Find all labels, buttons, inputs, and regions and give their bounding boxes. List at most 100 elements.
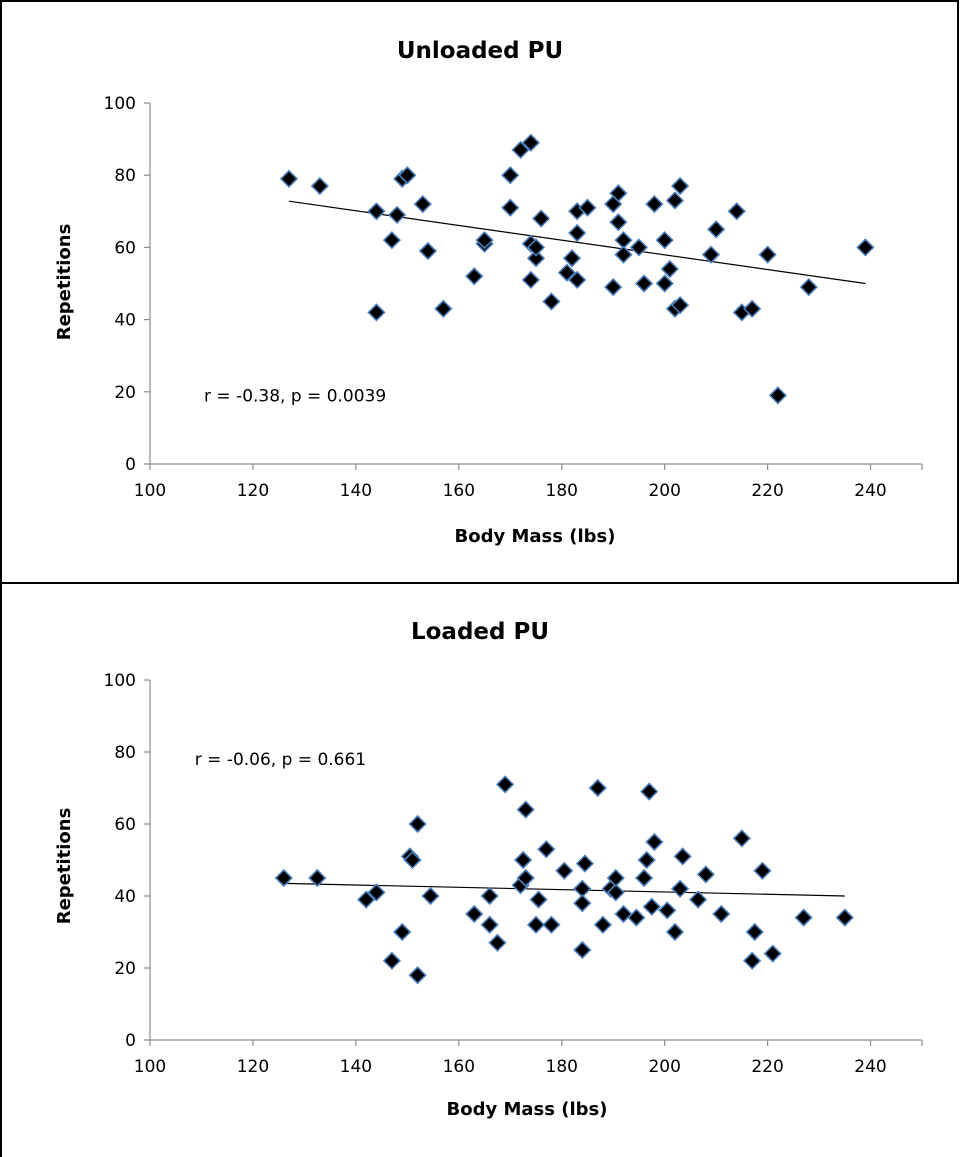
data-point — [557, 263, 577, 282]
x-axis-title: Body Mass (lbs) — [455, 526, 616, 547]
data-point — [670, 176, 690, 196]
data-point — [521, 133, 540, 152]
data-point — [593, 915, 613, 934]
x-tick-label: 120 — [237, 1057, 269, 1077]
data-point — [526, 915, 546, 934]
x-tick-label: 160 — [443, 1057, 475, 1077]
data-point — [670, 296, 690, 315]
data-point — [537, 840, 556, 859]
data-point — [357, 890, 376, 909]
data-point — [701, 245, 721, 264]
data-point — [799, 277, 818, 297]
data-point — [658, 901, 677, 920]
data-point — [526, 238, 546, 257]
data-point — [279, 169, 299, 188]
data-point — [835, 908, 854, 927]
data-point — [634, 274, 654, 293]
data-point — [573, 940, 592, 960]
data-point — [398, 166, 417, 185]
data-point — [308, 868, 327, 888]
data-point — [712, 904, 731, 924]
x-tick-label: 140 — [340, 1057, 372, 1077]
data-point — [640, 782, 659, 801]
y-tick-label: 100 — [104, 671, 136, 691]
data-point — [529, 890, 548, 909]
data-point — [495, 775, 515, 794]
x-tick-label: 200 — [648, 481, 680, 501]
data-point — [575, 854, 595, 873]
data-point — [673, 847, 692, 866]
data-point — [627, 908, 646, 927]
x-tick-label: 240 — [854, 481, 886, 501]
data-point — [606, 868, 625, 888]
data-point — [367, 202, 386, 221]
data-point — [645, 832, 664, 852]
x-tick-label: 180 — [546, 1057, 578, 1077]
data-point — [655, 231, 674, 250]
data-point — [604, 277, 623, 297]
data-point — [516, 800, 535, 819]
y-tick-label: 60 — [114, 815, 136, 835]
data-point — [382, 951, 402, 970]
y-axis-title: Repetitions — [54, 808, 75, 925]
x-tick-label: 180 — [546, 481, 578, 501]
y-tick-label: 0 — [125, 1031, 136, 1051]
data-point — [758, 245, 777, 264]
x-tick-label: 120 — [237, 481, 269, 501]
x-tick-label: 140 — [340, 481, 372, 501]
x-axis-title: Body Mass (lbs) — [447, 1099, 608, 1120]
y-tick-label: 40 — [114, 887, 136, 907]
data-point — [501, 198, 520, 217]
chart-title: Unloaded PU — [397, 38, 563, 64]
data-point — [511, 140, 530, 160]
y-tick-label: 40 — [114, 311, 136, 331]
data-point — [562, 249, 582, 268]
data-point — [382, 231, 402, 250]
y-tick-label: 80 — [114, 166, 136, 186]
data-point — [606, 883, 625, 902]
data-point — [480, 915, 499, 934]
x-tick-label: 100 — [134, 1057, 166, 1077]
data-point — [393, 922, 412, 942]
data-point — [794, 908, 813, 927]
data-point — [480, 886, 499, 906]
trend-line — [288, 200, 866, 285]
data-point — [743, 299, 762, 318]
data-point — [609, 212, 628, 232]
data-point — [743, 951, 762, 970]
data-point — [568, 223, 587, 243]
y-tick-label: 60 — [114, 238, 136, 258]
data-point — [367, 303, 386, 322]
data-point — [501, 166, 520, 185]
data-point — [588, 778, 607, 798]
loaded-chart-panel: 0 20 40 60 80 100 100 120 140 160 180 200 220 240 Loa… — [0, 582, 959, 1157]
data-point — [542, 292, 561, 311]
data-point — [856, 238, 875, 257]
data-point — [387, 205, 407, 225]
data-point — [727, 202, 746, 221]
correlation-annotation: r = -0.38, p = 0.0039 — [204, 386, 386, 406]
data-point — [568, 270, 587, 290]
data-point — [465, 267, 484, 286]
data-point — [475, 231, 494, 250]
x-tick-label: 200 — [648, 1057, 680, 1077]
data-point — [514, 850, 533, 870]
data-point — [634, 868, 654, 888]
data-point — [521, 270, 540, 290]
data-point — [578, 198, 597, 217]
data-point — [665, 191, 685, 210]
x-tick-label: 160 — [443, 481, 475, 501]
data-point — [310, 176, 329, 196]
data-point — [629, 238, 649, 257]
data-point — [745, 922, 764, 942]
data-point — [526, 249, 546, 268]
unloaded-scatter-chart: 0 20 40 60 80 100 100 120 140 160 180 200 220 240 Unl… — [54, 38, 923, 547]
data-point — [573, 894, 592, 913]
data-point — [421, 886, 440, 906]
data-point — [367, 883, 386, 902]
data-point — [768, 386, 788, 405]
data-point — [465, 904, 484, 924]
data-point — [614, 245, 633, 264]
y-axis-title: Repetitions — [54, 224, 75, 341]
unloaded-chart-panel: 0 20 40 60 80 100 100 120 140 160 180 200 220 240 Unl… — [0, 0, 959, 584]
